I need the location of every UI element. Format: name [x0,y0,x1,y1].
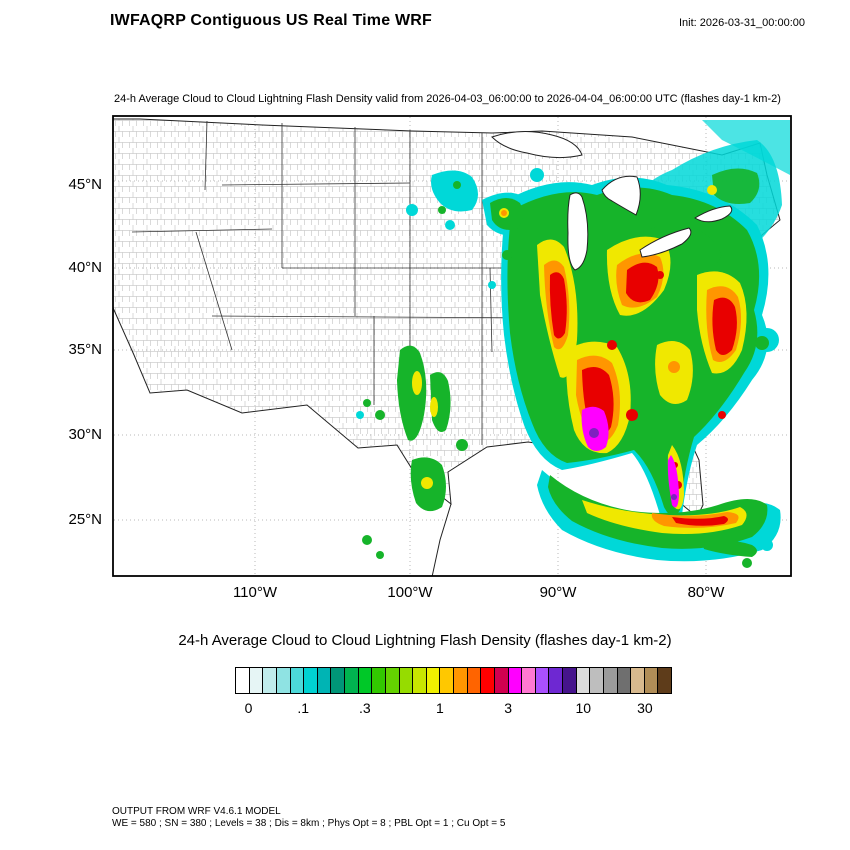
lon-label-80w: 80°W [687,584,725,601]
map-svg [112,115,792,577]
colorbar-cells [235,667,672,694]
lon-label-100w: 100°W [387,584,433,601]
colorbar-cell [630,667,645,694]
field-purple [589,428,677,500]
init-timestamp: Init: 2026-03-31_00:00:00 [679,17,805,29]
lat-label-35n: 35°N [68,341,102,358]
colorbar-cell [371,667,386,694]
lat-label-25n: 25°N [68,511,102,528]
colorbar-cell [412,667,427,694]
colorbar-cell [602,667,618,694]
colorbar-cell [493,667,509,694]
colorbar-cell [303,667,318,694]
lat-label-45n: 45°N [68,176,102,193]
colorbar-tick-label: 0 [244,700,253,716]
colorbar-cell [562,667,577,694]
lon-label-110w: 110°W [232,584,278,601]
colorbar-cell [534,667,550,694]
model-info-line2: WE = 580 ; SN = 380 ; Levels = 38 ; Dis … [112,818,506,829]
colorbar-cell [616,667,632,694]
lon-label-90w: 90°W [539,584,577,601]
colorbar-cell [507,667,523,694]
mexico-coast [431,503,452,576]
colorbar-cell [289,667,305,694]
colorbar-ticks: 0 .1 .3 1 3 10 30 [235,700,672,720]
colorbar-cell [425,667,441,694]
colorbar-cell [316,667,332,694]
colorbar-tick-label: .3 [358,700,371,716]
colorbar-cell [439,667,454,694]
colorbar-cell [398,667,414,694]
colorbar-cell [235,667,250,694]
page-title: IWFAQRP Contiguous US Real Time WRF [110,12,432,29]
colorbar-tick-label: .1 [297,700,310,716]
colorbar-cell [344,667,359,694]
model-info-line1: OUTPUT FROM WRF V4.6.1 MODEL [112,806,281,817]
colorbar-cell [453,667,468,694]
colorbar-cell [330,667,345,694]
colorbar-cell [548,667,563,694]
colorbar-tick-label: 3 [504,700,513,716]
colorbar-cell [275,667,291,694]
colorbar-cell [575,667,591,694]
great-lakes [491,131,733,271]
colorbar-cell [643,667,659,694]
colorbar-tick-label: 10 [575,700,592,716]
map-subtitle: 24-h Average Cloud to Cloud Lightning Fl… [114,93,781,105]
lightning-field [356,120,790,568]
colorbar-cell [480,667,495,694]
model-info: OUTPUT FROM WRF V4.6.1 MODEL WE = 580 ; … [112,806,505,830]
colorbar-cell [657,667,672,694]
map-plot [112,115,792,577]
colorbar-title: 24-h Average Cloud to Cloud Lightning Fl… [178,632,672,649]
lat-label-40n: 40°N [68,259,102,276]
colorbar-cell [466,667,482,694]
colorbar-tick-label: 30 [637,700,653,716]
colorbar-cell [248,667,264,694]
colorbar-cell [357,667,373,694]
colorbar-cell [521,667,536,694]
colorbar-cell [384,667,400,694]
map-frame [112,115,792,577]
colorbar-tick-label: 1 [436,700,444,716]
colorbar-cell [589,667,604,694]
colorbar-cell [262,667,277,694]
lat-label-30n: 30°N [68,426,102,443]
